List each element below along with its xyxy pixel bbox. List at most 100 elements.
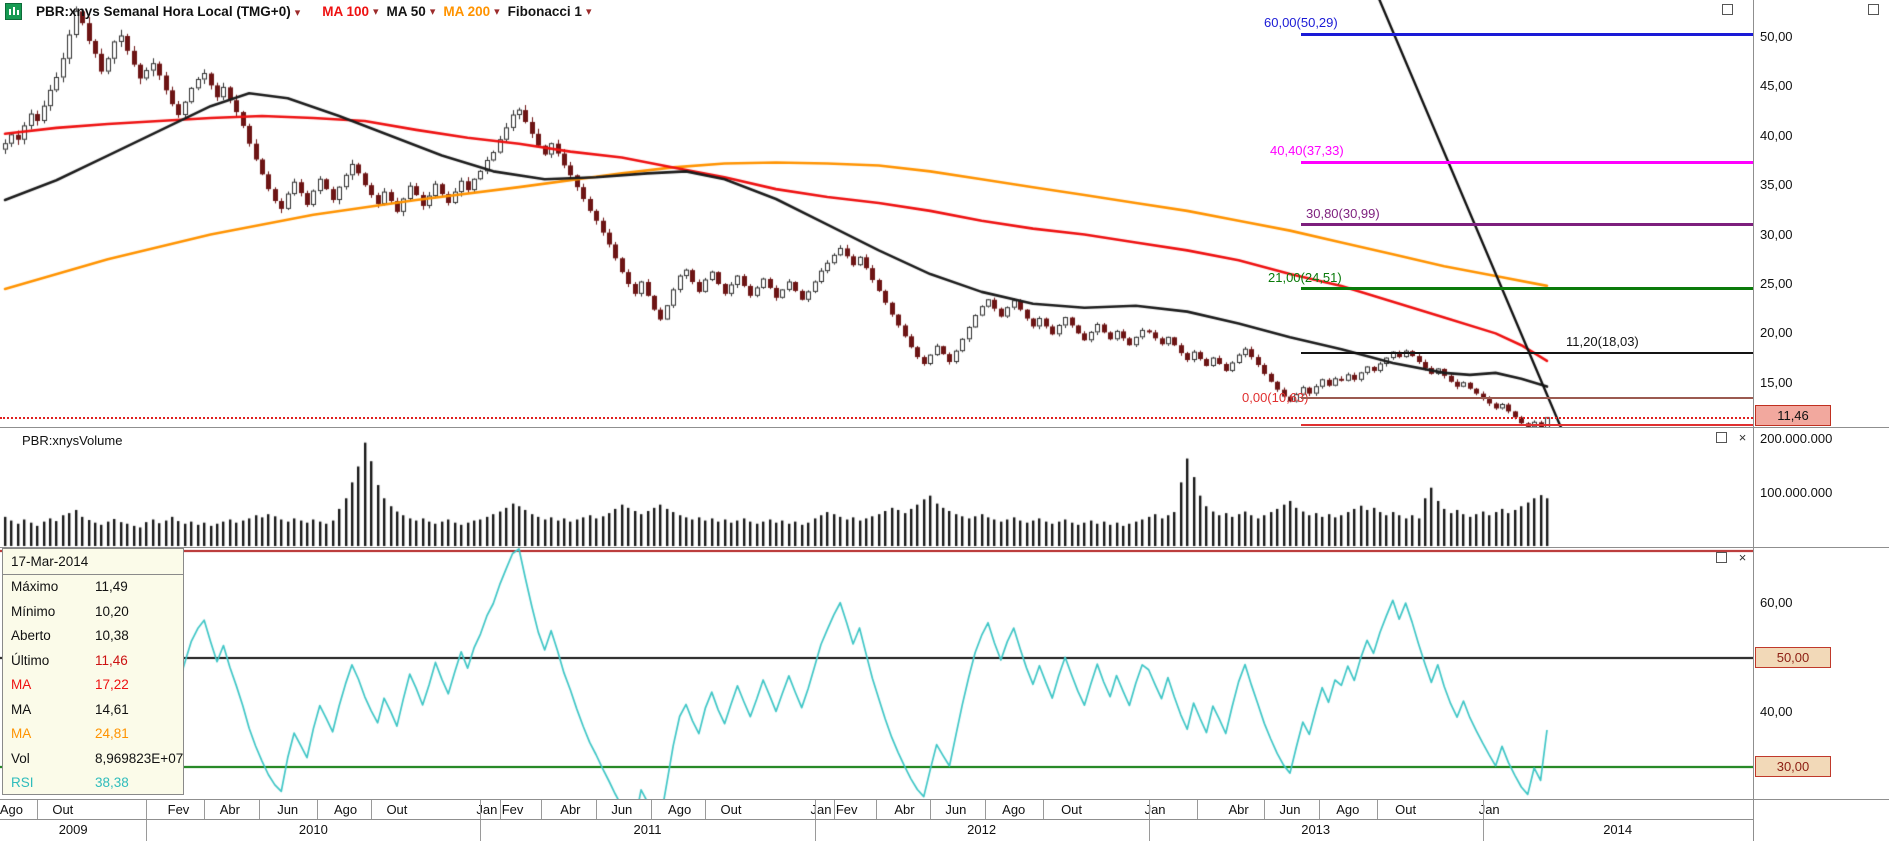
fibonacci-layer: 60,00(50,29) 40,40(37,33) 30,80(30,99) 21,0…	[0, 0, 1753, 428]
data-window-row-value: 8,969823E+07	[95, 750, 184, 766]
month-label: Ago	[1002, 802, 1026, 817]
price-chart-canvas[interactable]	[0, 0, 1753, 428]
close-icon[interactable]: ×	[1738, 550, 1747, 565]
volume-axis[interactable]: 200.000.000 100.000.000	[1753, 428, 1889, 547]
legend-item-ma-100[interactable]: MA 100 ▾	[322, 4, 378, 19]
data-window-row-value: 10,38	[95, 628, 129, 643]
fib-line-0[interactable]	[1301, 32, 1753, 36]
chevron-down-icon[interactable]: ▾	[294, 7, 301, 19]
month-label: Jun	[611, 802, 633, 817]
fib-line-5[interactable]	[1301, 424, 1753, 426]
legend-item-label: MA 200	[443, 4, 491, 19]
rsi-axis[interactable]: 60,00 40,00 50,00 30,00	[1753, 548, 1889, 799]
fib-label-4: 11,20(18,03)	[1566, 333, 1639, 349]
data-window-row-value: 17,22	[95, 677, 129, 692]
data-window-row: Último 11,46	[3, 649, 183, 674]
data-window-row-label: MA	[11, 677, 32, 692]
chevron-down-icon[interactable]: ▾	[494, 6, 500, 18]
year-boundary	[814, 800, 816, 841]
data-window-row-label: MA	[11, 701, 32, 717]
price-axis-label: 20,00	[1760, 325, 1793, 341]
fib-line-2[interactable]	[1301, 223, 1753, 227]
price-axis-label: 30,00	[1760, 226, 1793, 242]
chart-title-label: PBR:xnys Semanal Hora Local (TMG+0)	[36, 4, 291, 19]
price-axis-label: 50,00	[1760, 29, 1793, 44]
month-label: Out	[386, 802, 408, 817]
month-tick	[1264, 800, 1266, 819]
instrument-icon	[5, 3, 22, 20]
restore-icon[interactable]	[1722, 4, 1733, 15]
legend-item-label: Fibonacci 1	[507, 4, 582, 19]
data-window-row-label: MA	[11, 726, 32, 741]
price-axis-label: 35,00	[1760, 177, 1793, 193]
legend-item-ma-200[interactable]: MA 200 ▾	[443, 4, 499, 19]
month-label: Abr	[894, 802, 915, 817]
month-label: Jan	[476, 802, 498, 817]
volume-panel: PBR:xnysVolume ×	[0, 428, 1753, 547]
chevron-down-icon[interactable]: ▾	[373, 6, 379, 18]
chevron-down-icon[interactable]: ▾	[429, 6, 436, 18]
axis-divider	[1753, 0, 1754, 841]
price-axis[interactable]: 50,00 45,00 40,00 35,00 30,00 25,00 20,00 15,00…	[1753, 0, 1889, 428]
month-label: Fev	[501, 802, 524, 817]
month-label: Ago	[668, 802, 692, 817]
data-window-row: Mínimo 10,20	[3, 600, 183, 625]
close-icon[interactable]: ×	[1738, 430, 1747, 445]
time-axis[interactable]: Ago Out Fev Abr Jun Ago Out Jan Fev Abr Jun Ago Out J…	[0, 800, 1753, 841]
data-window-row: RSI 38,38	[3, 771, 183, 796]
data-window-row-label: Máximo	[11, 579, 59, 594]
month-tick	[316, 800, 318, 819]
price-axis-ticks: 50,00 45,00 40,00 35,00 30,00 25,00 20,00 15,00	[1753, 0, 1889, 428]
last-price-line[interactable]	[0, 417, 1753, 419]
fib-line-4[interactable]	[1301, 351, 1753, 354]
legend-item-fibonacci-1[interactable]: Fibonacci 1 ▾	[508, 4, 592, 19]
restore-icon[interactable]	[1716, 552, 1727, 563]
rsi-level-badge: 50,00	[1755, 647, 1831, 668]
data-window[interactable]: 17-Mar-2014 Máximo 11,49 Mínimo 10,20 Aberto…	[2, 548, 184, 795]
year-label: 2014	[1603, 822, 1633, 837]
month-label: Abr	[1228, 802, 1249, 817]
data-window-row: MA 24,81	[3, 722, 183, 747]
data-window-row: Aberto 10,38	[3, 624, 183, 649]
time-axis-divider	[0, 819, 1753, 820]
data-window-rows: Máximo 11,49 Mínimo 10,20 Aberto 10,38 Último 1…	[3, 575, 183, 796]
month-label: Ago	[0, 802, 23, 817]
data-window-row-value: 38,38	[95, 775, 129, 790]
price-axis-label: 40,00	[1760, 127, 1793, 143]
chart-title[interactable]: PBR:xnys Semanal Hora Local (TMG+0) ▾	[36, 4, 300, 19]
chevron-down-icon[interactable]: ▾	[585, 6, 592, 18]
month-label: Jun	[277, 802, 299, 817]
rsi-chart-canvas[interactable]	[0, 548, 1753, 799]
fib-line-1[interactable]	[1301, 160, 1753, 164]
fib-line-3[interactable]	[1301, 287, 1753, 291]
month-tick	[541, 800, 543, 819]
volume-chart-canvas[interactable]	[0, 428, 1753, 547]
data-window-row: Vol 8,969823E+07	[3, 747, 183, 772]
volume-panel-title: PBR:xnysVolume	[22, 433, 123, 448]
year-boundary	[146, 800, 148, 841]
month-tick	[499, 800, 501, 819]
month-label: Ago	[333, 802, 358, 817]
month-tick	[984, 800, 986, 819]
month-tick	[204, 800, 206, 819]
panel-divider[interactable]	[0, 799, 1889, 800]
year-label: 2009	[58, 822, 88, 837]
price-panel: 60,00(50,29) 40,40(37,33) 30,80(30,99) 21,0…	[0, 0, 1753, 428]
year-boundary	[1148, 800, 1150, 841]
window-icon[interactable]	[1868, 4, 1879, 15]
month-label: Fev	[835, 802, 858, 817]
month-label: Jun	[1279, 802, 1301, 817]
month-label: Out	[1395, 802, 1417, 817]
fib-label-0: 60,00(50,29)	[1264, 15, 1338, 31]
panel-divider[interactable]	[0, 427, 1889, 428]
restore-icon[interactable]	[1716, 432, 1727, 443]
data-window-row-value: 14,61	[95, 701, 129, 717]
month-tick	[875, 800, 877, 819]
horizontal-line[interactable]	[1301, 397, 1753, 400]
month-label: Jan	[1144, 802, 1166, 817]
price-axis-label: 25,00	[1760, 275, 1793, 291]
month-tick	[1376, 800, 1378, 819]
legend-item-ma-50[interactable]: MA 50 ▾	[387, 4, 436, 19]
panel-divider[interactable]	[0, 547, 1889, 548]
